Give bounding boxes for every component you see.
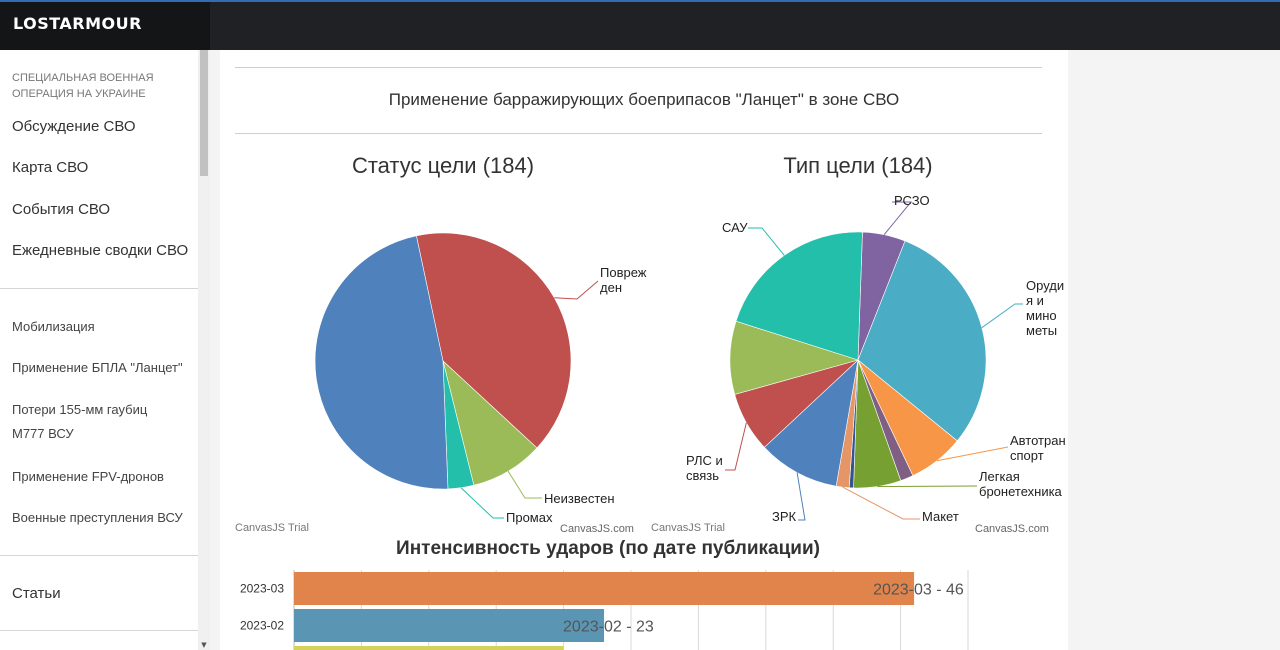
pie2-label-зрк: ЗРК xyxy=(772,509,797,524)
pie2-label-line xyxy=(936,446,1009,462)
pie1-slice-поврежден[interactable] xyxy=(416,232,572,449)
divider-title xyxy=(235,133,1042,134)
sidebar-divider xyxy=(0,288,198,289)
pie2-label-рлс-и-связь: РЛС и связь xyxy=(686,453,723,483)
sidebar-divider xyxy=(0,555,198,556)
pie1-slice-unlabeled[interactable] xyxy=(314,235,449,490)
pie2-label-легкая-бронетехника: Легкая бронетехника xyxy=(979,469,1063,499)
pie2-label-line xyxy=(981,303,1023,329)
pie2-label-line xyxy=(842,486,920,520)
sidebar-item-mobilization[interactable]: Мобилизация xyxy=(12,319,95,334)
pie2-watermark-trial: CanvasJS Trial xyxy=(651,522,725,534)
pie2-label-рсзо: РСЗО xyxy=(894,193,930,208)
pie1-title: Статус цели (184) xyxy=(352,153,534,178)
pie1-label-неизвестен: Неизвестен xyxy=(544,491,615,506)
pie1-label-поврежден: Повреж ден xyxy=(600,265,647,295)
pie2-label-line xyxy=(877,485,978,487)
bar-2023-03[interactable] xyxy=(294,572,915,605)
logo-area: LOSTARMOUR xyxy=(0,2,210,50)
pie2-label-автотранспорт: Автотран спорт xyxy=(1010,433,1066,463)
pie2-watermark-credit[interactable]: CanvasJS.com xyxy=(975,523,1049,535)
sidebar-item-daily-reports[interactable]: Ежедневные сводки СВО xyxy=(12,242,189,259)
pie1-label-промах: Промах xyxy=(506,510,553,525)
divider-top xyxy=(235,67,1042,68)
sidebar-item-lancet[interactable]: Применение БПЛА "Ланцет" xyxy=(12,360,183,375)
sidebar-item-map[interactable]: Карта СВО xyxy=(12,159,89,176)
scrollbar-thumb[interactable] xyxy=(200,50,208,176)
sidebar-item-events[interactable]: События СВО xyxy=(12,201,111,218)
pie2-label-line xyxy=(796,472,806,521)
bar-value-label: 2023-02 - 23 xyxy=(563,619,654,636)
sidebar-item-war-crimes[interactable]: Военные преступления ВСУ xyxy=(12,510,183,525)
pie2-label-line xyxy=(883,201,913,236)
pie2-label-орудия-и-минометы: Оруди я и мино меты xyxy=(1026,278,1064,338)
sidebar-item-articles[interactable]: Статьи xyxy=(12,585,61,602)
sidebar-item-m777[interactable]: Потери 155-мм гаубиц M777 ВСУ xyxy=(12,402,148,441)
pie-chart-target-status: Статус цели (184) Повреж ден Неизвестен Про… xyxy=(235,153,647,535)
pie2-label-сау: САУ xyxy=(722,220,748,235)
charts-area: Статус цели (184) Повреж ден Неизвестен Про… xyxy=(235,153,1066,650)
pie1-label-line xyxy=(554,280,599,300)
pie2-slice-зрк[interactable] xyxy=(763,359,859,487)
sidebar-section-title-line: СПЕЦИАЛЬНАЯ ВОЕННАЯ xyxy=(12,72,154,84)
bar-category-label: 2023-02 xyxy=(240,619,284,633)
pie1-watermark-trial: CanvasJS Trial xyxy=(235,522,309,534)
page-title: Применение барражирующих боеприпасов "Ла… xyxy=(388,90,900,109)
bar-title: Интенсивность ударов (по дате публикации… xyxy=(396,538,820,559)
sidebar-section-title-line: ОПЕРАЦИЯ НА УКРАИНЕ xyxy=(12,88,146,100)
pie2-label-line xyxy=(725,422,747,471)
sidebar-item-fpv[interactable]: Применение FPV-дронов xyxy=(12,469,164,484)
pie2-label-макет: Макет xyxy=(922,509,959,524)
pie2-label-line xyxy=(748,227,785,256)
pie-chart-target-type: Тип цели (184) РСЗО Оруди я и мино меты Автот… xyxy=(651,153,1066,535)
scroll-down-icon[interactable]: ▼ xyxy=(201,641,207,649)
bar-unlabeled[interactable] xyxy=(294,646,564,650)
right-pane xyxy=(1068,50,1280,650)
sidebar-scrollbar[interactable]: ▼ xyxy=(198,50,210,650)
sidebar: СПЕЦИАЛЬНАЯ ВОЕННАЯ ОПЕРАЦИЯ НА УКРАИНЕ … xyxy=(0,50,210,650)
bar-chart-intensity: Интенсивность ударов (по дате публикации… xyxy=(240,538,969,650)
bar-value-label: 2023-03 - 46 xyxy=(873,582,964,599)
sidebar-divider xyxy=(0,630,198,631)
pie1-watermark-credit[interactable]: CanvasJS.com xyxy=(560,523,634,535)
bar-2023-02[interactable] xyxy=(294,609,605,642)
bar-category-label: 2023-03 xyxy=(240,582,284,596)
sidebar-item-discussion[interactable]: Обсуждение СВО xyxy=(12,118,136,135)
site-logo[interactable]: LOSTARMOUR xyxy=(13,14,142,33)
pie2-title: Тип цели (184) xyxy=(783,153,932,178)
top-bar: LOSTARMOUR xyxy=(0,0,1280,50)
pie1-label-line xyxy=(460,487,504,519)
sidebar-section-title: СПЕЦИАЛЬНАЯ ВОЕННАЯ ОПЕРАЦИЯ НА УКРАИНЕ xyxy=(12,70,192,102)
pie1-label-line xyxy=(507,470,542,499)
